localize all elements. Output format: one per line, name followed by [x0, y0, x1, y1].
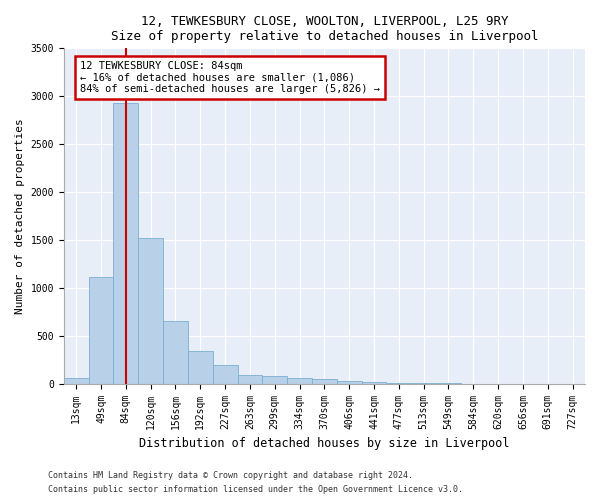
- Bar: [89, 278, 113, 384]
- Bar: [163, 322, 188, 384]
- Bar: [238, 374, 262, 384]
- Bar: [262, 376, 287, 384]
- Bar: [64, 378, 89, 384]
- Bar: [113, 103, 138, 384]
- Bar: [312, 379, 337, 384]
- Bar: [362, 382, 386, 384]
- Y-axis label: Number of detached properties: Number of detached properties: [15, 118, 25, 314]
- Bar: [188, 351, 212, 384]
- X-axis label: Distribution of detached houses by size in Liverpool: Distribution of detached houses by size …: [139, 437, 509, 450]
- Bar: [212, 366, 238, 384]
- Text: Contains public sector information licensed under the Open Government Licence v3: Contains public sector information licen…: [48, 486, 463, 494]
- Bar: [337, 381, 362, 384]
- Title: 12, TEWKESBURY CLOSE, WOOLTON, LIVERPOOL, L25 9RY
Size of property relative to d: 12, TEWKESBURY CLOSE, WOOLTON, LIVERPOOL…: [110, 15, 538, 43]
- Bar: [287, 378, 312, 384]
- Text: Contains HM Land Registry data © Crown copyright and database right 2024.: Contains HM Land Registry data © Crown c…: [48, 470, 413, 480]
- Text: 12 TEWKESBURY CLOSE: 84sqm
← 16% of detached houses are smaller (1,086)
84% of s: 12 TEWKESBURY CLOSE: 84sqm ← 16% of deta…: [80, 61, 380, 94]
- Bar: [138, 238, 163, 384]
- Bar: [386, 383, 411, 384]
